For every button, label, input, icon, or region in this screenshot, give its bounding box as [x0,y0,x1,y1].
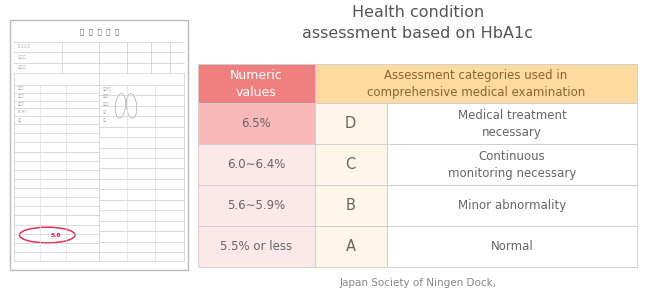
FancyBboxPatch shape [315,64,637,104]
Text: 体　重: 体 重 [18,102,24,106]
Text: B: B [346,198,356,213]
FancyBboxPatch shape [198,144,315,185]
Text: Normal: Normal [491,240,534,253]
Text: 心電図: 心電図 [103,95,109,98]
Text: 6.0∼6.4%: 6.0∼6.4% [227,158,285,171]
Text: 6.5%: 6.5% [242,117,271,130]
Ellipse shape [126,94,136,118]
FancyBboxPatch shape [387,226,637,267]
Text: A: A [346,239,356,254]
Text: 5.6∼5.9%: 5.6∼5.9% [227,199,285,212]
FancyBboxPatch shape [387,144,637,185]
FancyBboxPatch shape [387,104,637,144]
FancyBboxPatch shape [315,226,387,267]
Text: 性　別: 性 別 [18,87,24,90]
Text: 生　　年: 生 年 [18,66,26,70]
Text: 氏　　名: 氏 名 [18,55,26,59]
Text: 5.5% or less: 5.5% or less [220,240,292,253]
Text: ふ り が な: ふ り が な [18,44,29,48]
Text: Continuous
monitoring necessary: Continuous monitoring necessary [448,150,576,180]
Text: B M I: B M I [18,110,26,114]
Text: D: D [345,116,356,131]
Text: 胸部X線: 胸部X線 [103,87,112,90]
Text: C: C [346,157,356,172]
Ellipse shape [115,94,125,118]
FancyBboxPatch shape [10,20,188,270]
Text: 健  康  診  断  書: 健 康 診 断 書 [79,28,119,35]
FancyBboxPatch shape [315,104,387,144]
Text: 身　長: 身 長 [18,95,24,98]
Text: 眼圧: 眼圧 [103,118,107,122]
Text: Medical treatment
necessary: Medical treatment necessary [458,109,566,139]
Text: 肺機能: 肺機能 [103,103,109,106]
Text: Assessment categories used in
comprehensive medical examination: Assessment categories used in comprehens… [367,69,585,99]
FancyBboxPatch shape [198,64,315,104]
FancyBboxPatch shape [198,185,315,226]
Text: Japan Society of Ningen Dock,
2021 Assessment Category Table: Japan Society of Ningen Dock, 2021 Asses… [331,278,504,290]
FancyBboxPatch shape [198,226,315,267]
Text: 腹囲: 腹囲 [18,118,22,122]
FancyBboxPatch shape [198,104,315,144]
FancyBboxPatch shape [315,144,387,185]
FancyBboxPatch shape [315,185,387,226]
FancyBboxPatch shape [387,185,637,226]
Text: Minor abnormality: Minor abnormality [458,199,566,212]
Text: 眼底: 眼底 [103,110,107,114]
Text: Health condition
assessment based on HbA1c: Health condition assessment based on HbA… [302,5,533,41]
Text: Numeric
values: Numeric values [230,69,283,99]
Text: 5.6: 5.6 [50,233,61,238]
